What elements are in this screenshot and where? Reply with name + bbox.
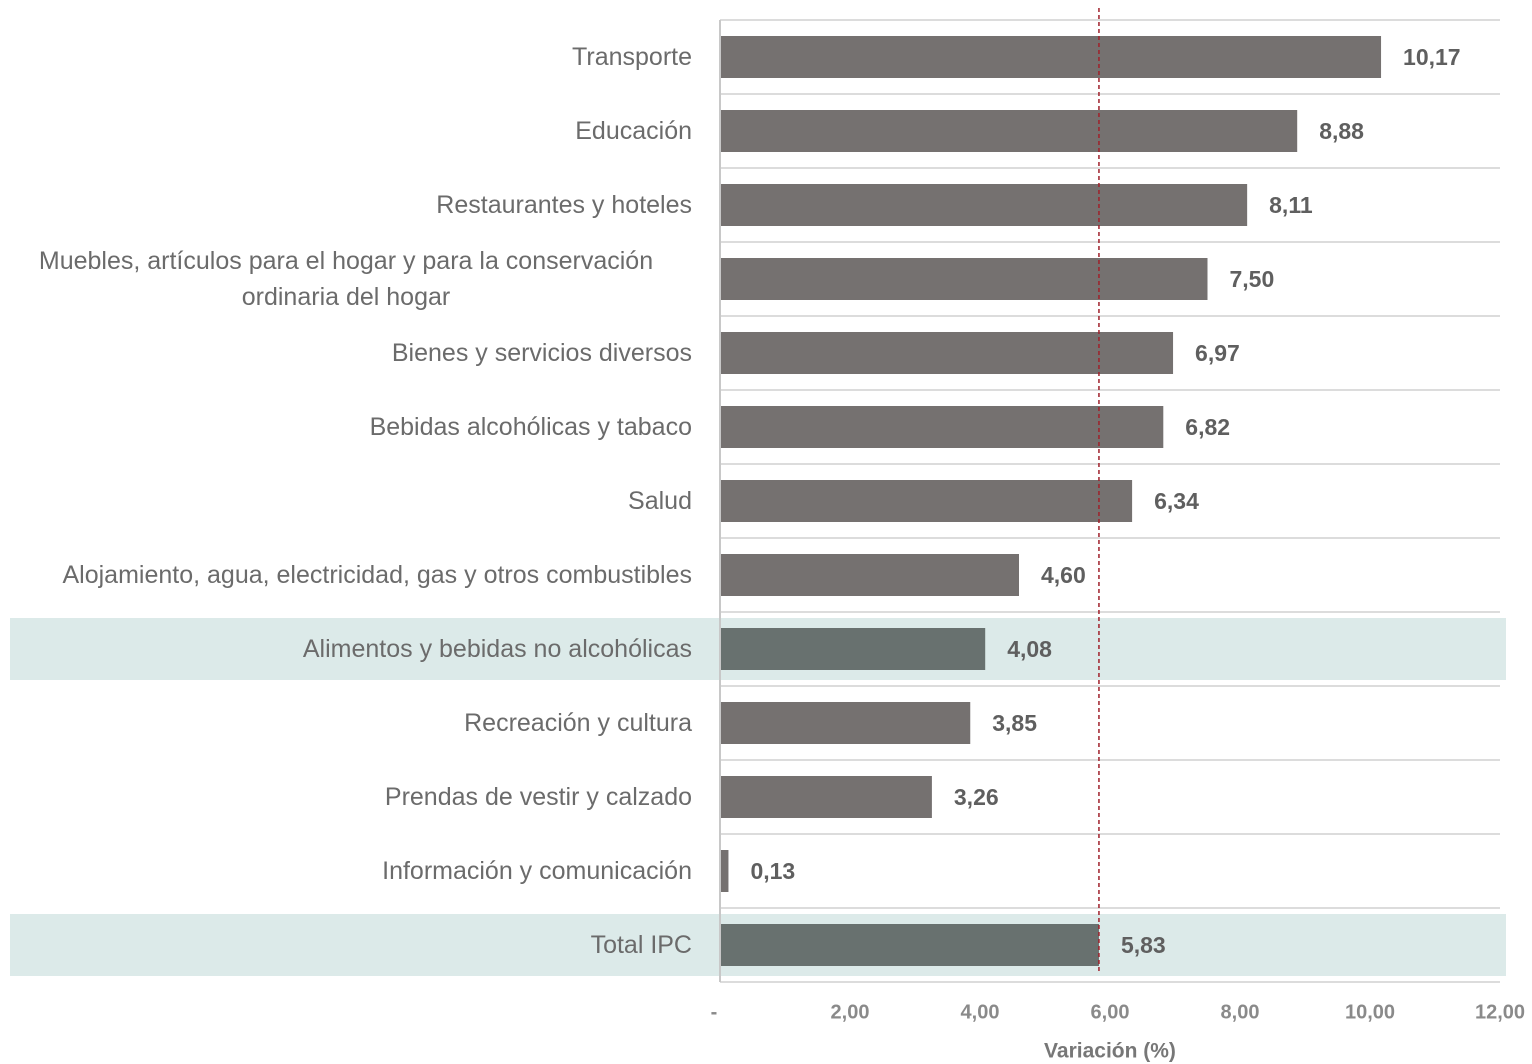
category-label-box: Alojamiento, agua, electricidad, gas y o… xyxy=(0,538,693,612)
value-label: 4,08 xyxy=(1007,636,1052,662)
value-label: 6,34 xyxy=(1154,488,1199,514)
category-label: Alimentos y bebidas no alcohólicas xyxy=(302,635,692,663)
category-label-box: Prendas de vestir y calzado xyxy=(0,760,692,834)
category-label-box: Recreación y cultura xyxy=(0,686,692,760)
value-label: 5,83 xyxy=(1121,932,1166,958)
value-label: 3,85 xyxy=(992,710,1037,736)
value-label: 3,26 xyxy=(954,784,999,810)
x-tick-label: 10,00 xyxy=(1345,1001,1395,1023)
category-label-box: Total IPC xyxy=(0,908,692,982)
value-label: 8,11 xyxy=(1269,192,1313,218)
x-tick-label: 4,00 xyxy=(961,1001,1000,1023)
category-label-box: Educación xyxy=(0,94,692,168)
bar xyxy=(720,332,1174,374)
category-label-box: Salud xyxy=(0,464,692,538)
x-axis-label: Variación (%) xyxy=(1044,1040,1176,1063)
x-tick-label: 12,00 xyxy=(1475,1001,1525,1023)
bar xyxy=(720,36,1382,78)
value-label: 10,17 xyxy=(1403,44,1461,70)
category-label: Bienes y servicios diversos xyxy=(391,339,692,367)
row-lines xyxy=(720,19,1500,983)
category-label: Bebidas alcohólicas y tabaco xyxy=(369,413,692,441)
bar xyxy=(720,258,1208,300)
category-label: Alojamiento, agua, electricidad, gas y o… xyxy=(62,561,693,589)
value-label: 6,82 xyxy=(1185,414,1230,440)
category-label: Restaurantes y hoteles xyxy=(436,191,692,219)
bar xyxy=(720,702,971,744)
category-label: Recreación y cultura xyxy=(464,709,692,737)
category-label-box: Información y comunicación xyxy=(0,834,692,908)
category-label-box: Bienes y servicios diversos xyxy=(0,316,692,390)
category-label: Educación xyxy=(575,117,692,145)
category-label: Total IPC xyxy=(590,931,692,959)
value-label: 0,13 xyxy=(750,858,795,884)
bar xyxy=(720,554,1019,596)
bar xyxy=(720,776,932,818)
category-label: Salud xyxy=(628,487,692,515)
bar xyxy=(720,110,1298,152)
category-label-box: Muebles, artículos para el hogar y para … xyxy=(0,242,692,316)
value-label: 4,60 xyxy=(1041,562,1086,588)
x-tick-label: 8,00 xyxy=(1221,1001,1260,1023)
bar xyxy=(720,406,1164,448)
bar xyxy=(720,184,1248,226)
category-label: Información y comunicación xyxy=(382,857,692,885)
bar xyxy=(720,850,729,892)
category-label-box: Bebidas alcohólicas y tabaco xyxy=(0,390,692,464)
x-tick-label: 6,00 xyxy=(1091,1001,1130,1023)
category-label-box: Restaurantes y hoteles xyxy=(0,168,692,242)
category-label-box: Transporte xyxy=(0,20,692,94)
value-label: 8,88 xyxy=(1319,118,1364,144)
bar xyxy=(720,628,986,670)
category-label: Muebles, artículos para el hogar y para … xyxy=(38,247,654,311)
value-label: 7,50 xyxy=(1230,266,1275,292)
value-label: 6,97 xyxy=(1195,340,1240,366)
category-label-box: Alimentos y bebidas no alcohólicas xyxy=(0,612,692,686)
bar xyxy=(720,480,1133,522)
category-label: Prendas de vestir y calzado xyxy=(384,783,692,811)
x-tick-label: - xyxy=(711,1001,718,1023)
x-tick-label: 2,00 xyxy=(831,1001,870,1023)
bar xyxy=(720,924,1099,966)
category-label: Transporte xyxy=(572,43,692,71)
